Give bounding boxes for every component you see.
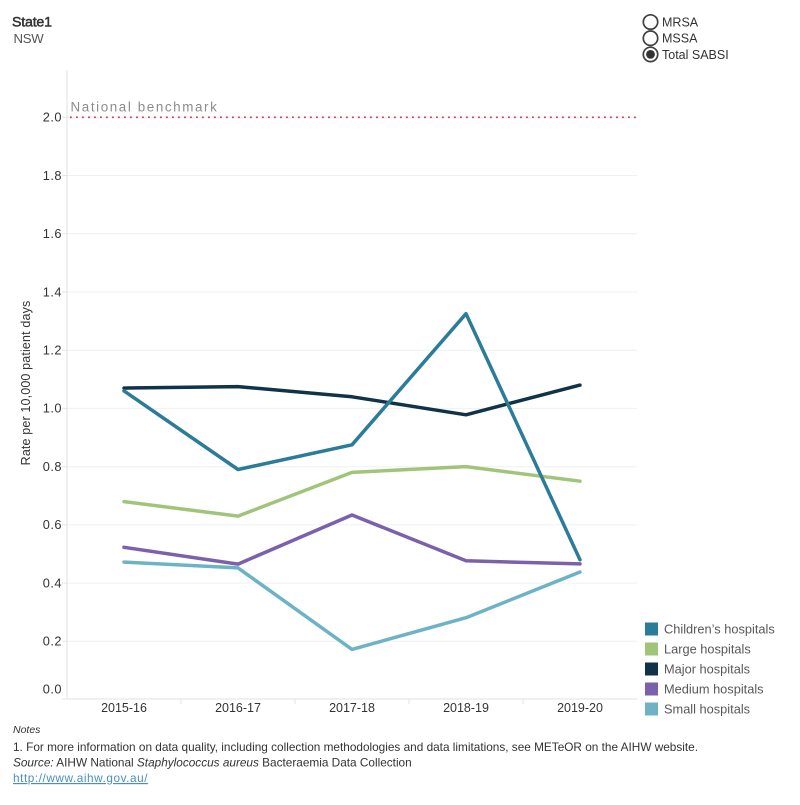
svg-text:Large hospitals: Large hospitals: [664, 642, 751, 657]
svg-text:2015-16: 2015-16: [101, 701, 147, 715]
svg-text:MSSA: MSSA: [662, 32, 698, 46]
svg-text:0.6: 0.6: [43, 517, 62, 532]
svg-text:Rate per 10,000 patient days: Rate per 10,000 patient days: [19, 301, 33, 466]
svg-text:Small hospitals: Small hospitals: [664, 702, 750, 717]
svg-text:1.4: 1.4: [43, 284, 62, 299]
svg-text:State1: State1: [12, 15, 52, 31]
svg-text:1.6: 1.6: [43, 226, 62, 241]
svg-text:2019-20: 2019-20: [557, 701, 603, 715]
svg-text:1.0: 1.0: [43, 401, 62, 416]
svg-text:MRSA: MRSA: [662, 16, 699, 30]
svg-text:2018-19: 2018-19: [443, 701, 489, 715]
svg-text:1. For more information on dat: 1. For more information on data quality,…: [13, 740, 698, 754]
svg-text:Children’s hospitals: Children’s hospitals: [664, 622, 775, 637]
svg-text:Major hospitals: Major hospitals: [664, 662, 750, 677]
svg-text:Medium hospitals: Medium hospitals: [664, 682, 764, 697]
svg-text:2017-18: 2017-18: [329, 701, 375, 715]
svg-text:Total SABSI: Total SABSI: [662, 48, 729, 62]
svg-text:2016-17: 2016-17: [215, 701, 261, 715]
svg-text:1.8: 1.8: [43, 168, 62, 183]
svg-text:0.8: 0.8: [43, 459, 62, 474]
svg-text:Source: AIHW National Staphylo: Source: AIHW National Staphylococcus aur…: [13, 756, 412, 770]
svg-text:http://www.aihw.gov.au/: http://www.aihw.gov.au/: [13, 771, 148, 785]
svg-text:0.2: 0.2: [43, 634, 62, 649]
svg-text:1.2: 1.2: [43, 343, 62, 358]
svg-text:Notes: Notes: [13, 724, 41, 736]
svg-text:0.4: 0.4: [43, 575, 62, 590]
svg-text:NSW: NSW: [14, 31, 45, 46]
svg-text:2.0: 2.0: [43, 110, 62, 125]
svg-text:National benchmark: National benchmark: [71, 100, 219, 115]
svg-text:0.0: 0.0: [43, 682, 62, 697]
